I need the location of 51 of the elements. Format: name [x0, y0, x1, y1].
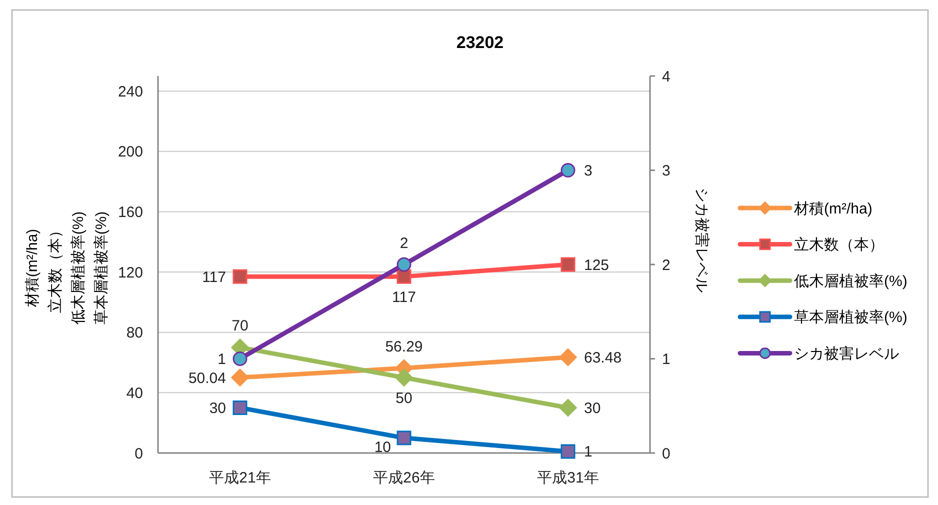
legend-label: 材積(m²/ha) — [793, 200, 872, 218]
point — [559, 348, 577, 366]
y-tick-label: 120 — [118, 264, 143, 282]
legend-label: 低木層植被率(%) — [794, 272, 908, 290]
x-tick-label: 平成21年 — [209, 469, 271, 486]
legend-label: 立木数（本） — [794, 236, 884, 254]
y-tick-label: 0 — [134, 445, 143, 462]
data-label: 30 — [209, 400, 226, 418]
data-label: 70 — [232, 318, 248, 335]
data-label: 125 — [584, 256, 610, 274]
y2-tick-label: 2 — [662, 256, 670, 274]
y2-tick-label: 0 — [662, 445, 670, 462]
x-tick-label: 平成26年 — [373, 469, 435, 486]
chart-title: 23202 — [456, 32, 504, 52]
y-axis-title: 材積(m²/ha)立木数（本）低木層植被率(%)草本層植被率(%) — [24, 211, 110, 325]
y-tick-label: 40 — [126, 384, 143, 402]
data-label: 50 — [396, 390, 412, 407]
data-label: 117 — [202, 268, 226, 286]
y-tick-label: 160 — [118, 204, 143, 221]
point — [560, 257, 576, 272]
point — [560, 444, 576, 459]
data-label: 3 — [584, 162, 592, 180]
y2-tick-label: 4 — [662, 68, 670, 86]
data-label: 63.48 — [584, 350, 622, 367]
data-label: 50.04 — [188, 370, 226, 387]
data-label: 30 — [584, 400, 601, 418]
point — [396, 269, 412, 284]
data-label: 1 — [218, 351, 226, 368]
point — [560, 163, 576, 178]
y2-axis-title: シカ被害レベル — [692, 188, 710, 292]
point — [396, 257, 412, 272]
point — [395, 368, 413, 386]
point — [232, 269, 248, 284]
data-label: 10 — [374, 439, 391, 456]
point — [559, 398, 577, 417]
y-tick-label: 240 — [118, 83, 143, 100]
legend-label: 草本層植被率(%) — [794, 309, 908, 326]
data-label: 2 — [400, 234, 408, 252]
y-tick-label: 200 — [118, 144, 143, 161]
point — [231, 368, 249, 386]
y-tick-label: 80 — [126, 324, 143, 342]
y2-tick-label: 3 — [662, 162, 670, 180]
legend-label: シカ被害レベル — [794, 345, 899, 362]
point — [232, 400, 248, 416]
y2-tick-label: 1 — [662, 351, 670, 368]
data-label: 56.29 — [385, 338, 423, 356]
point — [396, 430, 412, 446]
point — [232, 352, 248, 366]
x-tick-label: 平成31年 — [537, 469, 599, 486]
data-label: 1 — [584, 444, 592, 461]
data-label: 117 — [392, 288, 416, 306]
